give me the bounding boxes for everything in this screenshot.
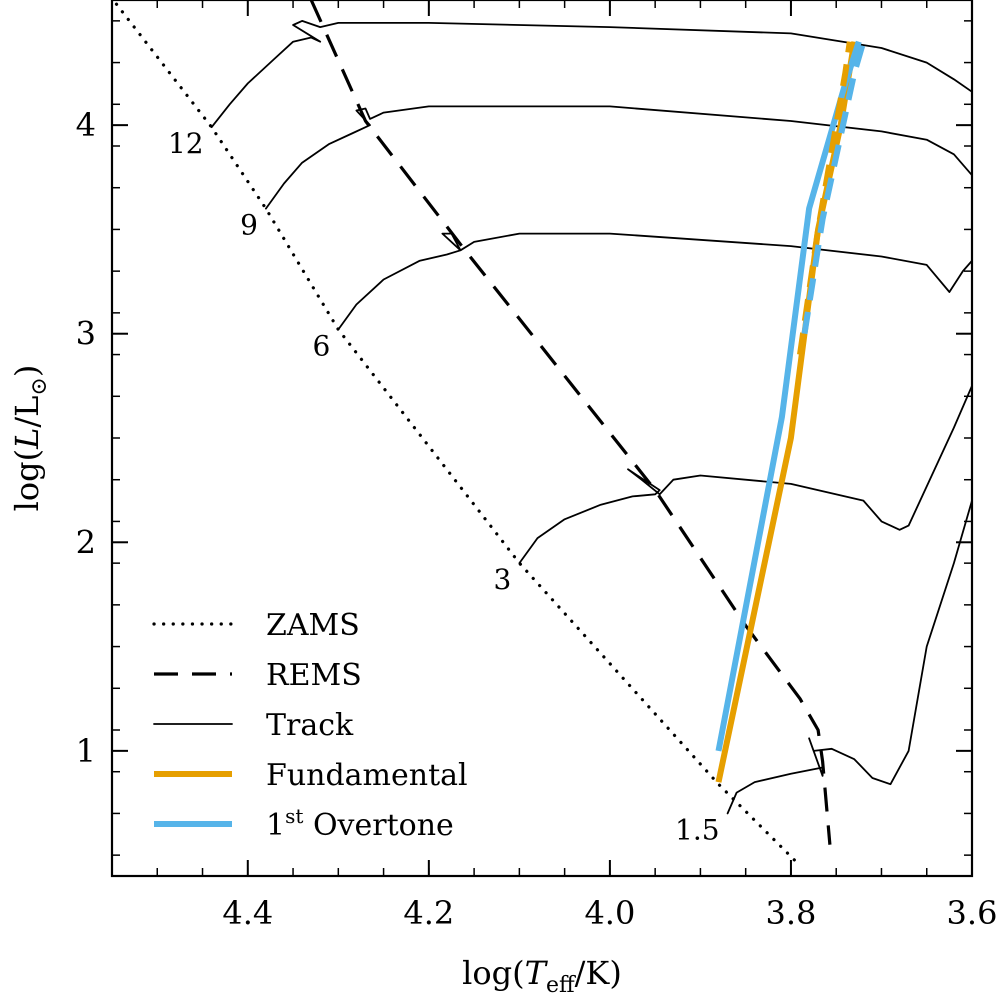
- mass-labels: 12 9 6 3 1.5: [168, 127, 720, 846]
- x-tick-label: 3.8: [766, 894, 817, 932]
- mass-label: 12: [168, 127, 204, 160]
- x-tick-label: 3.6: [947, 894, 998, 932]
- mass-label: 3: [494, 563, 512, 596]
- mass-label: 1.5: [675, 813, 720, 846]
- y-axis-label: log(L/L⊙): [8, 365, 52, 512]
- legend-label-fundamental: Fundamental: [266, 758, 468, 793]
- legend: ZAMS REMS Track Fundamental 1st Overtone: [152, 608, 468, 843]
- y-tick-label: 4: [76, 106, 96, 144]
- series-track-3: [518, 384, 972, 564]
- x-axis-label: log(Teff/K): [462, 954, 622, 996]
- x-tick-label: 4.0: [584, 894, 635, 932]
- legend-label-zams: ZAMS: [266, 608, 360, 643]
- series-zams: [114, 2, 802, 868]
- y-tick-label: 2: [76, 523, 96, 561]
- series-rems: [309, 0, 832, 845]
- y-tick-label: 1: [76, 732, 96, 770]
- x-tick-label: 4.2: [403, 894, 454, 932]
- series-fundamental-dashed: [797, 41, 853, 356]
- y-tick-label: 3: [76, 315, 96, 353]
- series-track-12: [210, 19, 972, 129]
- series-track-1-5: [726, 499, 972, 815]
- series-1st-overtone-dashed: [801, 40, 867, 335]
- series-1st-overtone: [715, 40, 862, 752]
- mass-label: 6: [312, 330, 330, 363]
- legend-label-rems: REMS: [266, 658, 362, 693]
- series-track-6: [337, 232, 972, 331]
- series-track-9: [264, 105, 972, 210]
- series-layer: [114, 0, 972, 868]
- x-tick-label: 4.4: [222, 894, 273, 932]
- legend-label-1st-overtone: 1st Overtone: [266, 804, 454, 843]
- mass-label: 9: [240, 209, 258, 242]
- legend-label-track: Track: [266, 708, 354, 743]
